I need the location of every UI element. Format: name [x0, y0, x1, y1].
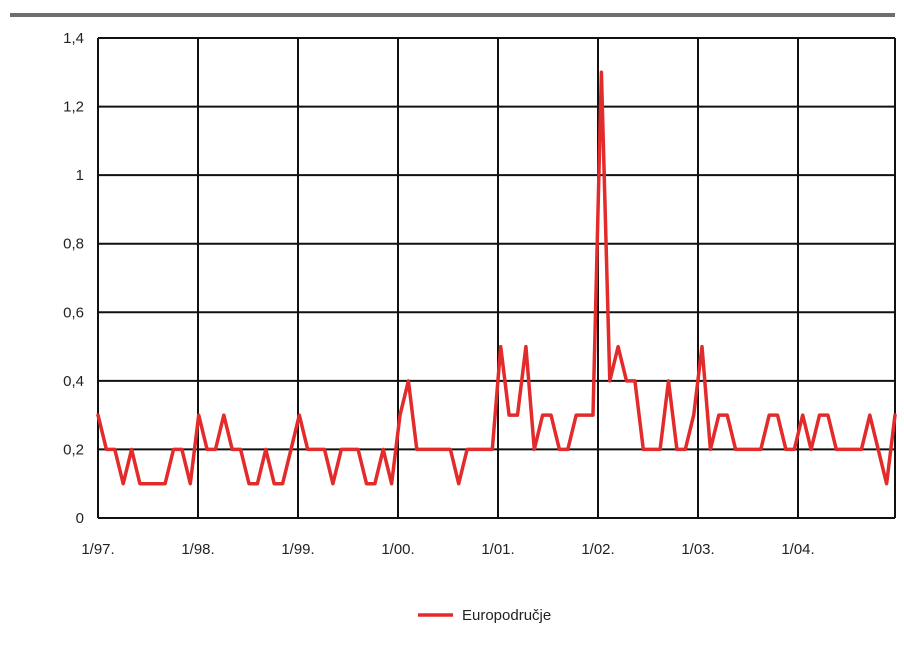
y-axis-ticks: 0 0,2 0,4 0,6 0,8 1 1,2 1,4 [63, 30, 84, 527]
x-axis-ticks: 1/97. 1/98. 1/99. 1/00. 1/01. 1/02. 1/03. 1/04. [81, 541, 814, 558]
y-tick-label: 1,4 [63, 30, 84, 47]
series-line [96, 70, 897, 486]
series-layer [96, 70, 897, 486]
x-tick-label: 1/02. [581, 541, 614, 558]
y-tick-label: 0,4 [63, 373, 84, 390]
y-tick-label: 1,2 [63, 99, 84, 116]
x-tick-label: 1/98. [181, 541, 214, 558]
x-tick-label: 1/04. [781, 541, 814, 558]
legend: Europodručje [418, 607, 551, 624]
y-tick-label: 0,8 [63, 236, 84, 253]
x-tick-label: 1/03. [681, 541, 714, 558]
legend-label: Europodručje [462, 607, 551, 624]
y-tick-label: 1 [76, 167, 84, 184]
grid [97, 37, 896, 519]
x-tick-label: 1/00. [381, 541, 414, 558]
y-tick-label: 0 [76, 510, 84, 527]
x-tick-label: 1/01. [481, 541, 514, 558]
y-tick-label: 0,2 [63, 441, 84, 458]
x-tick-label: 1/97. [81, 541, 114, 558]
x-tick-label: 1/99. [281, 541, 314, 558]
y-tick-label: 0,6 [63, 304, 84, 321]
